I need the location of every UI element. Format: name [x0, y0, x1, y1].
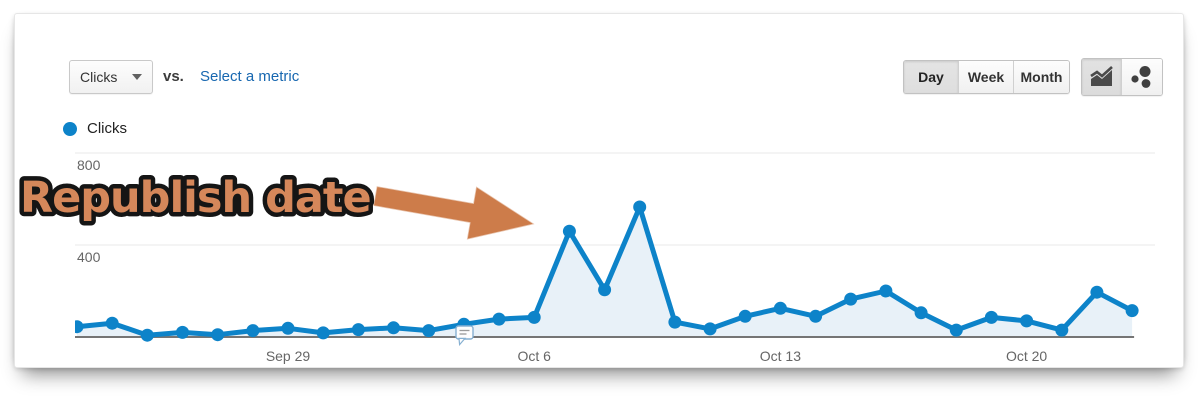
svg-text:800: 800: [77, 157, 101, 173]
svg-text:400: 400: [77, 249, 101, 265]
area-line-chart-icon: [1089, 66, 1113, 86]
line-chart-button[interactable]: [1082, 59, 1122, 95]
svg-text:Oct 20: Oct 20: [1006, 348, 1047, 364]
analytics-chart-panel: Clicks vs. Select a metric Day Week Mont…: [14, 13, 1184, 368]
day-button[interactable]: Day: [904, 61, 959, 93]
metric-dropdown[interactable]: Clicks: [69, 60, 153, 94]
axis-annotation-marker[interactable]: [455, 325, 477, 347]
chart-type-button-group: [1081, 58, 1163, 96]
motion-chart-button[interactable]: [1122, 59, 1162, 95]
granularity-button-group: Day Week Month: [903, 60, 1070, 94]
month-button[interactable]: Month: [1014, 61, 1069, 93]
caret-down-icon: [132, 74, 142, 80]
select-a-metric-link[interactable]: Select a metric: [200, 68, 300, 85]
annotation-bubble-icon: [455, 325, 474, 347]
svg-text:Oct 13: Oct 13: [760, 348, 801, 364]
legend-label: Clicks: [87, 120, 127, 137]
legend-dot-icon: [63, 121, 77, 136]
svg-text:Oct 6: Oct 6: [517, 348, 551, 364]
vs-label: vs.: [163, 68, 184, 85]
week-button[interactable]: Week: [959, 61, 1014, 93]
clicks-timeseries-chart[interactable]: 400 800 Sep 29 Oct 6 Oct 13 Oct 20: [75, 144, 1165, 376]
metric-dropdown-label: Clicks: [80, 69, 118, 85]
svg-text:Sep 29: Sep 29: [266, 348, 311, 364]
bubble-scatter-icon: [1131, 66, 1151, 88]
legend: Clicks: [63, 120, 127, 137]
